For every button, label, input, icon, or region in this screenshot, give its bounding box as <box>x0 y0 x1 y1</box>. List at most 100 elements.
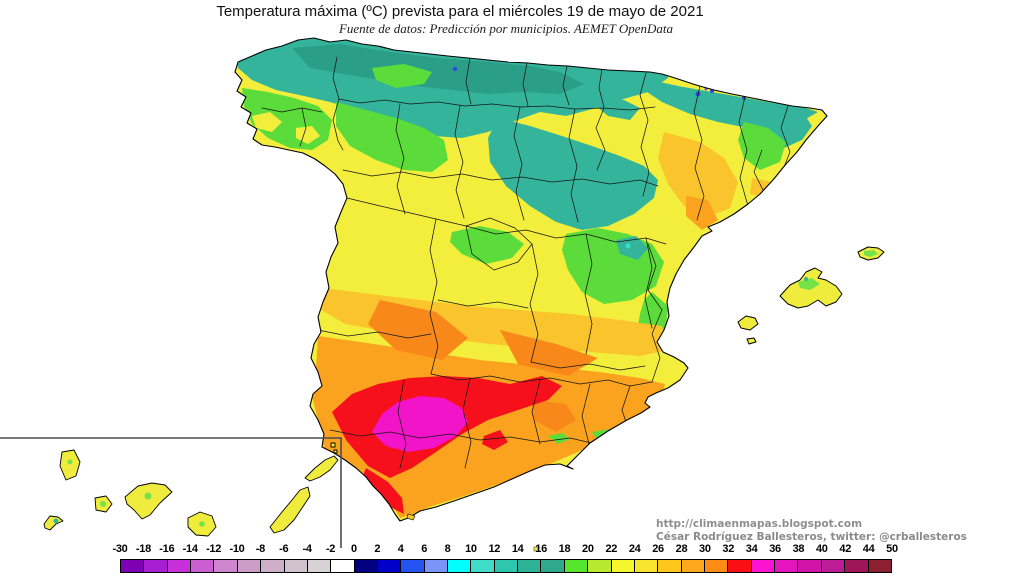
colorbar-cell <box>518 560 542 572</box>
teruel-teal-spot <box>616 236 648 260</box>
leon-green-band <box>336 102 448 172</box>
lanzarote <box>304 455 339 482</box>
temperature-scale-colorbar <box>120 559 892 573</box>
colorbar-cell <box>471 560 495 572</box>
balearic-islands <box>737 246 885 345</box>
colorbar-cell <box>658 560 682 572</box>
colorbar-cell <box>541 560 565 572</box>
la-palma <box>59 449 81 481</box>
colorbar-tick-label: 10 <box>465 543 477 555</box>
colorbar-tick-label: -4 <box>302 543 312 555</box>
tenerife <box>124 482 173 520</box>
colorbar-cell <box>354 560 378 572</box>
colorbar-cell <box>564 560 589 572</box>
colorbar-tick-label: 34 <box>745 543 758 555</box>
colorbar-tick-label: 22 <box>605 543 618 555</box>
colorbar-cell <box>284 560 308 572</box>
colorbar-cell <box>751 560 776 572</box>
colorbar-cell <box>144 560 168 572</box>
granada-deep-orange <box>532 400 576 432</box>
credits: http://climaenmapas.blogspot.com César R… <box>656 518 967 544</box>
colorbar-tick-label: -30 <box>112 543 128 555</box>
graciosa-islet <box>333 449 338 454</box>
ibiza <box>737 315 759 331</box>
mallorca-teal-dot <box>804 277 808 281</box>
colorbar-tick-label: -10 <box>229 543 245 555</box>
colorbar-tick-label: 2 <box>374 543 381 555</box>
colorbar-tick-label: 42 <box>839 543 852 555</box>
colorbar-cell <box>377 560 402 572</box>
colorbar-tick-label: -12 <box>206 543 222 555</box>
madrid-sierra-green <box>450 226 524 264</box>
colorbar-cell <box>401 560 425 572</box>
fuerteventura <box>269 486 311 534</box>
colorbar-tick-label: 40 <box>815 543 828 555</box>
sierra-nevada-cyan-dot <box>608 435 612 439</box>
colorbar-tick-label: 16 <box>535 543 547 555</box>
colorbar-tick-label: 6 <box>421 543 428 555</box>
colorbar-tick-label: 50 <box>886 543 898 555</box>
navarra-teal <box>596 96 640 120</box>
colorbar-cell <box>237 560 262 572</box>
mainland-spain <box>235 38 827 521</box>
sevilla-magenta-core <box>372 396 468 452</box>
colorbar-cell <box>588 560 612 572</box>
canary-islands <box>43 442 339 537</box>
murcia-green-fleck <box>548 433 570 444</box>
mainland-coastline <box>234 37 828 522</box>
colorbar-tick-label: 18 <box>558 543 571 555</box>
credits-author: César Rodríguez Ballesteros, twitter: @c… <box>656 531 967 543</box>
jaen-red-spot <box>482 430 508 450</box>
colorbar-tick-label: 12 <box>488 543 501 555</box>
colorbar-tick-label: 8 <box>444 543 451 555</box>
menorca-green-spot <box>864 250 878 257</box>
colorbar-tick-label: -18 <box>135 543 151 555</box>
colorbar-tick-label: 38 <box>792 543 805 555</box>
la-graciosa <box>330 442 336 448</box>
alboran-island <box>533 546 540 552</box>
colorbar-tick-label: 36 <box>769 543 781 555</box>
colorbar-tick-label: -8 <box>255 543 265 555</box>
colorbar-tick-label: -14 <box>182 543 198 555</box>
el-hierro-teal-dot <box>53 518 59 524</box>
colorbar-cell <box>821 560 846 572</box>
colorbar-cell <box>121 560 145 572</box>
colorbar-cell <box>728 560 752 572</box>
province-borders <box>261 56 791 469</box>
colorbar-cell <box>307 560 332 572</box>
colorbar-cell <box>634 560 659 572</box>
central-gold-band <box>318 288 668 356</box>
colorbar-cell <box>214 560 238 572</box>
colorbar-tick-label: -16 <box>159 543 175 555</box>
colorbar-cell <box>704 560 729 572</box>
colorbar-tick-label: 20 <box>582 543 594 555</box>
colorbar-tick-label: 14 <box>511 543 524 555</box>
colorbar-cell <box>331 560 355 572</box>
colorbar-cell <box>494 560 519 572</box>
extremadura-deep-orange <box>368 300 468 360</box>
colorbar-cell <box>261 560 285 572</box>
colorbar-tick-label: 26 <box>652 543 664 555</box>
catalonia-green <box>738 122 786 170</box>
colorbar-tick-label: 30 <box>699 543 711 555</box>
cantabrian-dark-teal <box>292 44 584 94</box>
cadiz-coast-red <box>362 468 404 514</box>
colorbar-cell <box>681 560 705 572</box>
colorbar-cell <box>191 560 215 572</box>
el-hierro <box>43 515 64 531</box>
ebro-orange-core <box>686 196 718 230</box>
canary-inset-frame <box>0 437 342 548</box>
colorbar-cell <box>775 560 799 572</box>
colorbar-tick-label: -2 <box>325 543 336 555</box>
mallorca-green-spot <box>798 278 820 290</box>
colorbar-tick-label: 44 <box>862 543 875 555</box>
ceuta <box>406 513 416 521</box>
gran-canaria-green-dot <box>199 521 205 527</box>
formentera <box>746 337 757 345</box>
credits-url: http://climaenmapas.blogspot.com <box>656 518 863 530</box>
colorbar-tick-label: 32 <box>722 543 735 555</box>
ebro-gold <box>658 132 738 218</box>
colorbar-tick-label: 28 <box>675 543 688 555</box>
